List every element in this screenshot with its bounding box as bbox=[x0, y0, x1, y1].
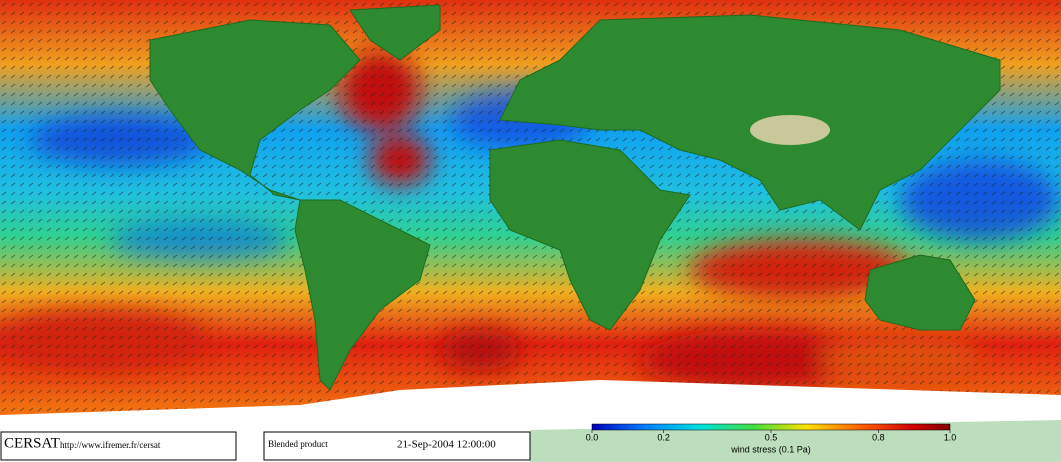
logo: CERSAT bbox=[4, 435, 60, 451]
url[interactable]: http://www.ifremer.fr/cersat bbox=[60, 440, 161, 450]
credit-box bbox=[0, 431, 237, 461]
colorbar-label: wind stress (0.1 Pa) bbox=[730, 444, 811, 454]
colorbar-tick-label: 0.5 bbox=[765, 432, 778, 442]
colorbar bbox=[591, 423, 951, 431]
antarctica-relief bbox=[530, 420, 1061, 462]
product: Blended product bbox=[268, 439, 328, 449]
info-box bbox=[263, 431, 531, 461]
colorbar-tick-label: 0.0 bbox=[586, 432, 599, 442]
tibet-plateau bbox=[750, 115, 830, 145]
colorbar-tick-label: 1.0 bbox=[944, 432, 957, 442]
colorbar-tick-label: 0.8 bbox=[872, 432, 885, 442]
colorbar-tick-label: 0.2 bbox=[657, 432, 670, 442]
continents bbox=[149, 4, 1001, 391]
date: 21-Sep-2004 12:00:00 bbox=[397, 439, 496, 451]
